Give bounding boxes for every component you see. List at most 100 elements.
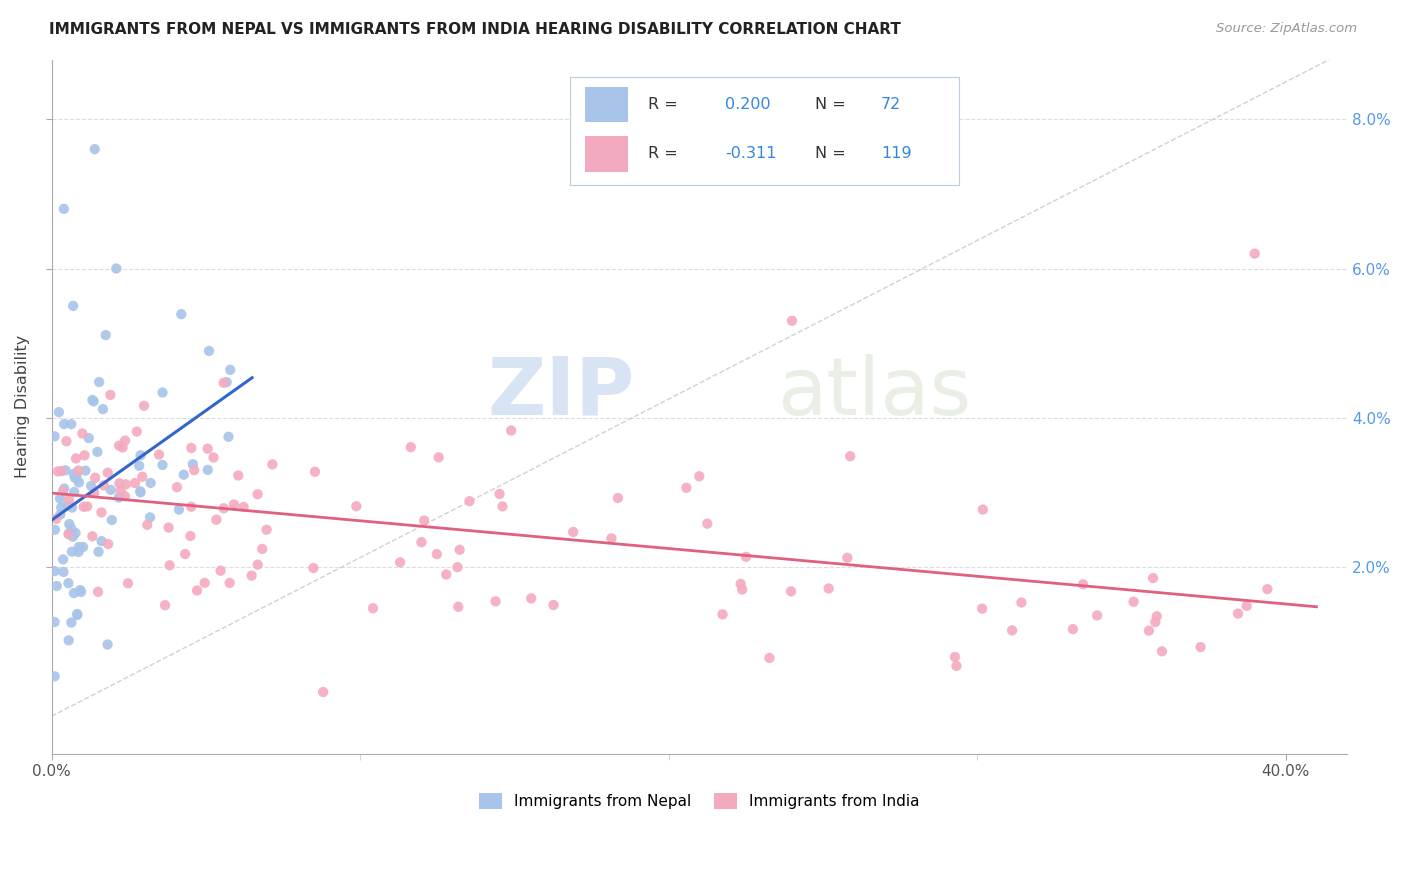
Text: IMMIGRANTS FROM NEPAL VS IMMIGRANTS FROM INDIA HEARING DISABILITY CORRELATION CH: IMMIGRANTS FROM NEPAL VS IMMIGRANTS FROM… xyxy=(49,22,901,37)
Point xyxy=(179,529,201,543)
Point xyxy=(58,633,80,648)
Text: Source: ZipAtlas.com: Source: ZipAtlas.com xyxy=(1216,22,1357,36)
Point xyxy=(90,534,112,549)
Point xyxy=(58,576,80,591)
Point xyxy=(246,487,269,501)
Point xyxy=(731,582,754,597)
Point xyxy=(44,615,66,629)
Point xyxy=(97,466,120,480)
Point xyxy=(94,328,117,343)
Point xyxy=(44,429,66,443)
Point xyxy=(780,584,803,599)
Point xyxy=(139,510,162,524)
Point xyxy=(125,425,148,439)
Point xyxy=(520,591,543,606)
Point xyxy=(129,485,152,500)
Point xyxy=(97,537,120,551)
Point xyxy=(1227,607,1250,621)
Point xyxy=(174,547,197,561)
Point xyxy=(52,484,75,499)
Point xyxy=(157,520,180,534)
Point xyxy=(67,540,90,554)
Point xyxy=(46,465,69,479)
Point xyxy=(67,475,90,490)
Point xyxy=(361,601,384,615)
Point xyxy=(945,659,967,673)
Point xyxy=(65,469,87,483)
Point xyxy=(98,388,121,402)
Point xyxy=(105,261,128,276)
Point xyxy=(72,426,94,441)
Point xyxy=(484,594,506,608)
Point xyxy=(166,480,188,494)
Point xyxy=(111,441,134,455)
Point xyxy=(73,449,96,463)
Point xyxy=(205,513,228,527)
Point xyxy=(58,492,80,507)
Point xyxy=(82,392,104,407)
Point xyxy=(222,498,245,512)
Point xyxy=(62,299,84,313)
Point xyxy=(48,405,70,419)
Point xyxy=(197,442,219,456)
Point xyxy=(62,467,84,481)
Point xyxy=(55,434,77,449)
Point xyxy=(77,431,100,445)
Point xyxy=(173,467,195,482)
Point xyxy=(240,568,263,582)
Point xyxy=(45,579,67,593)
Point xyxy=(735,549,758,564)
Point xyxy=(115,477,138,491)
Point xyxy=(344,500,367,514)
Point xyxy=(711,607,734,622)
Point xyxy=(44,669,66,683)
Point xyxy=(972,502,994,516)
Point xyxy=(399,440,422,454)
Point xyxy=(1137,624,1160,638)
Point xyxy=(198,343,221,358)
Point xyxy=(63,485,86,500)
Point xyxy=(1150,644,1173,658)
Point xyxy=(53,482,76,496)
Point xyxy=(86,445,108,459)
Point xyxy=(183,463,205,477)
Point xyxy=(60,544,83,558)
Point xyxy=(434,567,457,582)
Point xyxy=(688,469,710,483)
Point xyxy=(152,458,174,472)
Point xyxy=(1001,624,1024,638)
Point xyxy=(87,545,110,559)
Point xyxy=(152,385,174,400)
Point xyxy=(148,448,170,462)
Point xyxy=(209,564,232,578)
Point xyxy=(114,489,136,503)
Point xyxy=(60,500,83,515)
Point xyxy=(197,463,219,477)
Point xyxy=(302,561,325,575)
Point xyxy=(129,484,152,499)
Point xyxy=(49,491,72,506)
Point xyxy=(1144,615,1167,629)
Point xyxy=(304,465,326,479)
Point xyxy=(55,463,77,477)
Point xyxy=(181,457,204,471)
Point xyxy=(90,505,112,519)
Point xyxy=(600,532,623,546)
Point xyxy=(219,363,242,377)
Point xyxy=(839,449,862,463)
Text: ZIP: ZIP xyxy=(488,354,634,432)
Y-axis label: Hearing Disability: Hearing Disability xyxy=(15,334,30,478)
Point xyxy=(67,545,90,559)
Point xyxy=(389,555,412,569)
Point xyxy=(458,494,481,508)
Point xyxy=(758,651,780,665)
Point xyxy=(82,529,104,543)
Point xyxy=(52,552,75,566)
Point xyxy=(60,615,83,630)
Point xyxy=(108,439,131,453)
Point xyxy=(1236,599,1258,613)
Point xyxy=(501,424,523,438)
Point xyxy=(128,458,150,473)
Point xyxy=(52,202,75,216)
Point xyxy=(63,471,86,485)
